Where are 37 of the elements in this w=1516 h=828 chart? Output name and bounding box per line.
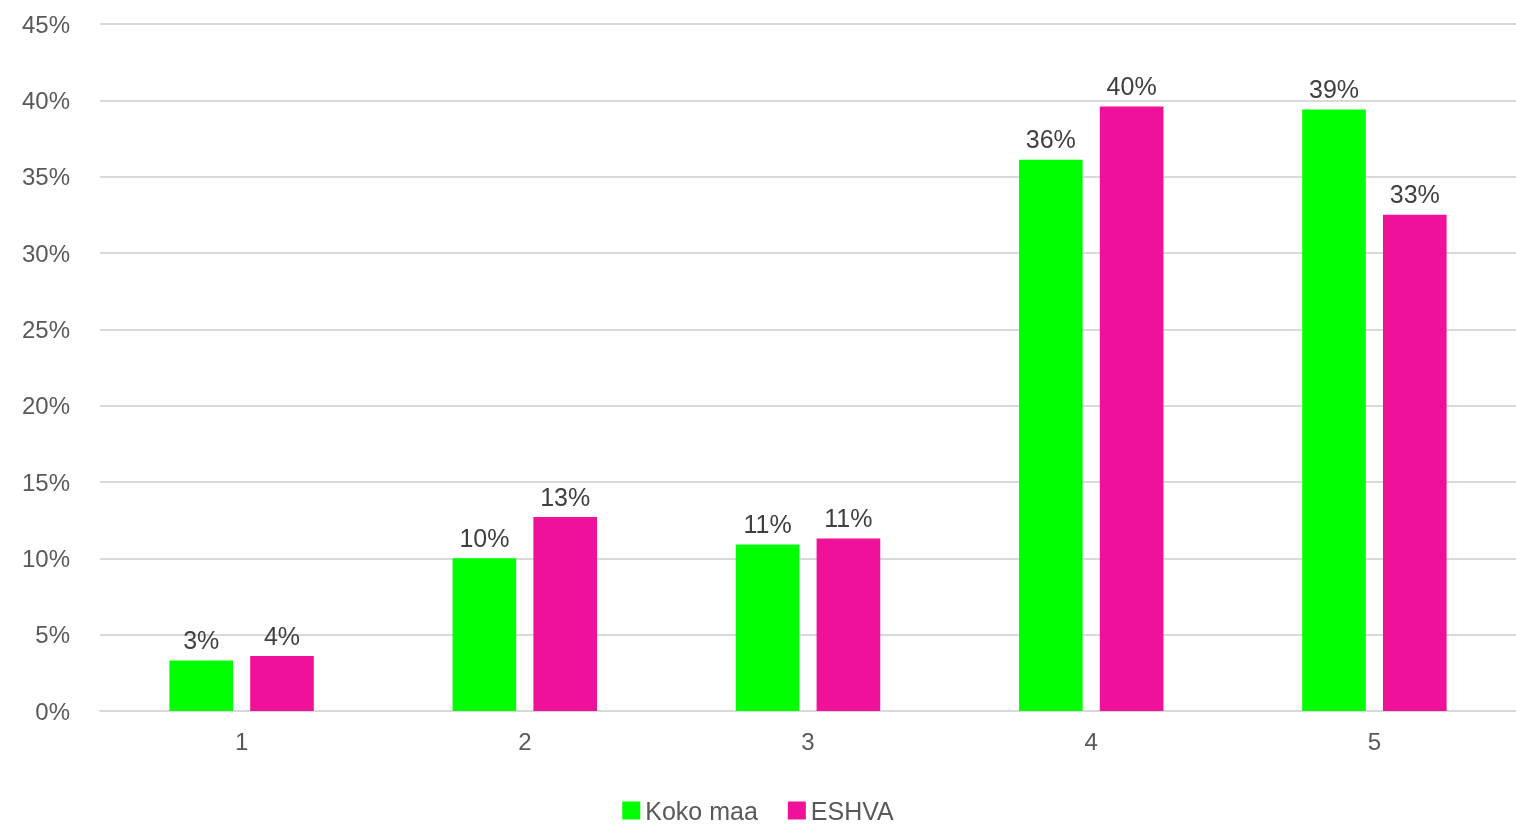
bar [1302,109,1366,711]
y-tick-label: 5% [35,621,70,649]
data-label: 4% [263,621,301,650]
x-tick-label: 1 [234,727,249,755]
data-label: 36% [1025,125,1076,154]
bar [735,544,800,711]
data-label: 40% [1106,71,1157,100]
bar [533,517,598,711]
y-tick-label: 20% [21,392,70,420]
bar [1099,106,1164,711]
data-label: 11% [824,503,873,532]
data-label: 10% [459,523,510,552]
bar [1382,214,1447,711]
data-label: 13% [540,482,591,511]
y-tick-label: 25% [21,315,70,343]
x-tick-label: 4 [1084,727,1098,755]
bar [816,538,881,711]
data-label: 3% [183,626,220,655]
x-tick-label: 3 [801,727,815,755]
legend-label: Koko maa [645,796,758,825]
y-tick-label: 35% [21,163,70,191]
y-tick-label: 15% [21,468,70,496]
y-tick-label: 45% [21,10,70,38]
bar [250,656,314,711]
x-tick-label: 5 [1367,727,1382,755]
x-tick-label: 2 [518,727,532,755]
bar [1018,159,1083,711]
y-tick-label: 0% [35,697,70,725]
bar [452,558,517,711]
data-label: 11% [743,510,792,539]
y-tick-label: 40% [21,86,70,114]
bar [169,660,234,711]
data-label: 33% [1389,180,1440,209]
data-label: 39% [1308,74,1360,103]
legend-label: ESHVA [810,796,895,825]
y-tick-label: 10% [21,544,70,572]
y-tick-label: 30% [21,239,70,267]
